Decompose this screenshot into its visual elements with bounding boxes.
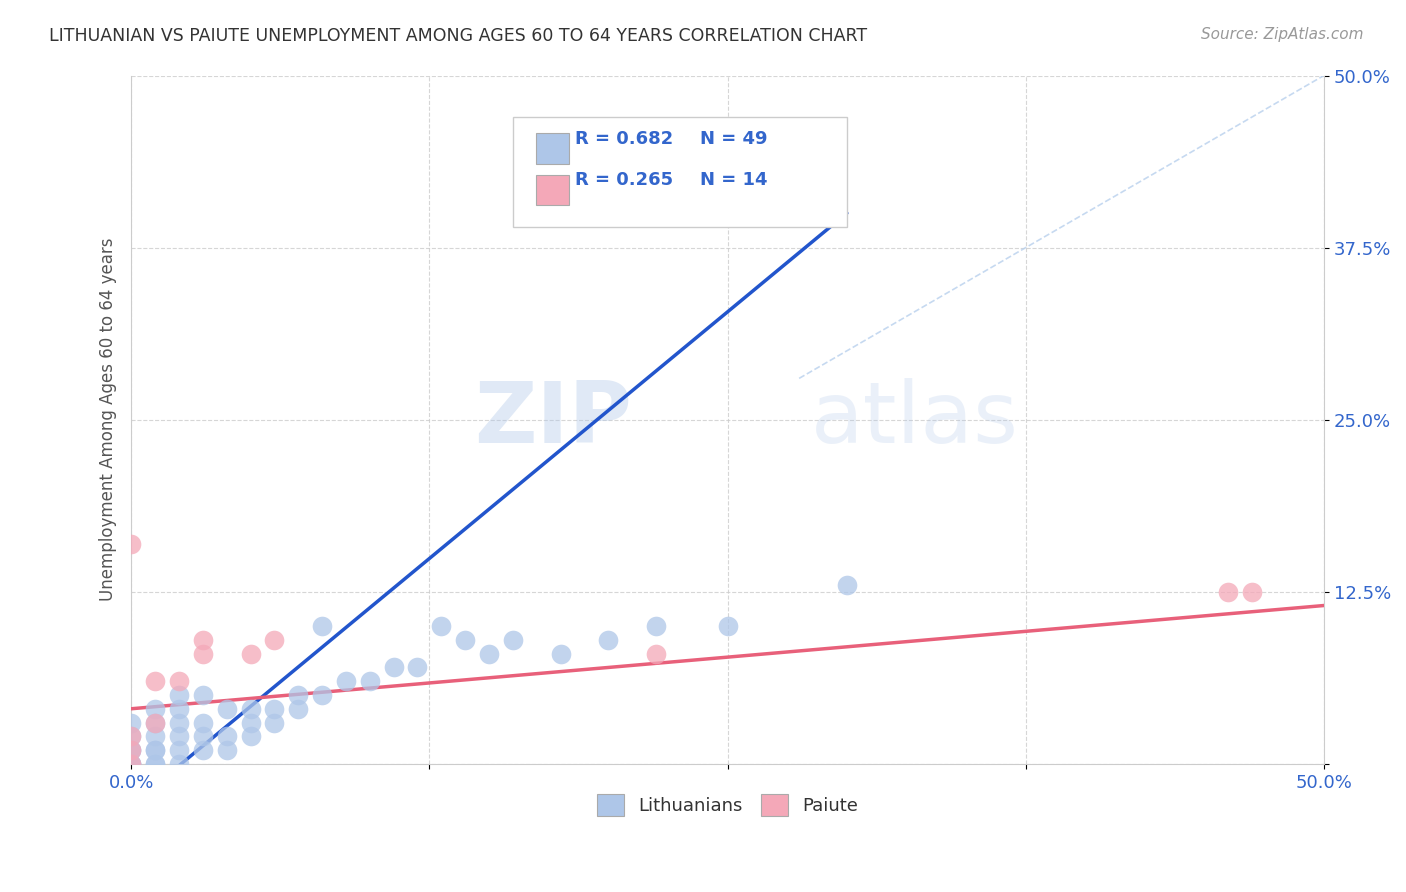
Point xyxy=(120,715,142,730)
Point xyxy=(120,756,142,771)
Point xyxy=(215,702,238,716)
Point xyxy=(645,647,668,661)
Point xyxy=(263,702,285,716)
Point xyxy=(143,702,166,716)
Point xyxy=(120,756,142,771)
Text: Source: ZipAtlas.com: Source: ZipAtlas.com xyxy=(1201,27,1364,42)
Point xyxy=(598,632,620,647)
Point xyxy=(215,729,238,743)
Point xyxy=(191,715,214,730)
Point xyxy=(120,729,142,743)
Point xyxy=(143,674,166,689)
Point xyxy=(716,619,738,633)
Legend: Lithuanians, Paiute: Lithuanians, Paiute xyxy=(589,787,866,823)
Point xyxy=(239,702,262,716)
Point xyxy=(143,715,166,730)
FancyBboxPatch shape xyxy=(536,133,569,163)
FancyBboxPatch shape xyxy=(513,117,846,227)
Point xyxy=(167,702,190,716)
Point xyxy=(311,619,333,633)
Point xyxy=(1241,584,1264,599)
Point xyxy=(143,729,166,743)
Text: ZIP: ZIP xyxy=(474,378,633,461)
Point xyxy=(835,578,858,592)
Text: atlas: atlas xyxy=(811,378,1019,461)
Point xyxy=(239,647,262,661)
Point xyxy=(454,632,477,647)
Text: N = 49: N = 49 xyxy=(700,130,768,148)
Text: N = 14: N = 14 xyxy=(700,171,768,189)
Text: R = 0.265: R = 0.265 xyxy=(575,171,673,189)
Point xyxy=(143,756,166,771)
Point xyxy=(287,702,309,716)
Point xyxy=(239,729,262,743)
Point xyxy=(191,632,214,647)
Text: LITHUANIAN VS PAIUTE UNEMPLOYMENT AMONG AGES 60 TO 64 YEARS CORRELATION CHART: LITHUANIAN VS PAIUTE UNEMPLOYMENT AMONG … xyxy=(49,27,868,45)
Point xyxy=(167,674,190,689)
Point xyxy=(191,688,214,702)
Point xyxy=(143,743,166,757)
Point xyxy=(120,729,142,743)
Point xyxy=(191,647,214,661)
Point xyxy=(143,756,166,771)
Point xyxy=(120,743,142,757)
Text: R = 0.682: R = 0.682 xyxy=(575,130,673,148)
Point xyxy=(167,743,190,757)
Point xyxy=(1218,584,1240,599)
Point xyxy=(406,660,429,674)
Point xyxy=(167,756,190,771)
Point xyxy=(502,632,524,647)
Point xyxy=(550,647,572,661)
Point xyxy=(263,632,285,647)
Point xyxy=(191,729,214,743)
Point xyxy=(120,743,142,757)
Point xyxy=(645,619,668,633)
Point xyxy=(287,688,309,702)
Point xyxy=(120,756,142,771)
Point xyxy=(120,743,142,757)
Point xyxy=(263,715,285,730)
Point xyxy=(430,619,453,633)
Point xyxy=(478,647,501,661)
Point xyxy=(191,743,214,757)
Point xyxy=(167,688,190,702)
FancyBboxPatch shape xyxy=(536,175,569,205)
Point xyxy=(120,756,142,771)
Point xyxy=(215,743,238,757)
Point xyxy=(167,715,190,730)
Point xyxy=(311,688,333,702)
Point xyxy=(382,660,405,674)
Point xyxy=(143,743,166,757)
Point xyxy=(359,674,381,689)
Point xyxy=(167,729,190,743)
Point xyxy=(143,715,166,730)
Y-axis label: Unemployment Among Ages 60 to 64 years: Unemployment Among Ages 60 to 64 years xyxy=(100,238,117,601)
Point xyxy=(239,715,262,730)
Point xyxy=(335,674,357,689)
Point xyxy=(120,536,142,550)
